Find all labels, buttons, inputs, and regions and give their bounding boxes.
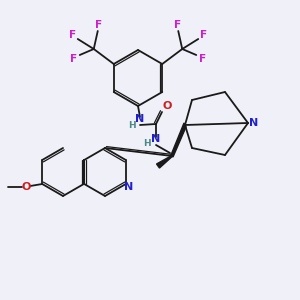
Text: H: H bbox=[143, 140, 151, 148]
Polygon shape bbox=[157, 156, 172, 168]
Text: O: O bbox=[162, 101, 172, 111]
Text: F: F bbox=[174, 20, 181, 30]
Text: N: N bbox=[124, 182, 134, 192]
Text: N: N bbox=[249, 118, 259, 128]
Text: H: H bbox=[128, 121, 136, 130]
Text: O: O bbox=[22, 182, 31, 192]
Text: F: F bbox=[200, 30, 207, 40]
Text: F: F bbox=[70, 54, 77, 64]
Text: F: F bbox=[199, 54, 206, 64]
Text: F: F bbox=[69, 30, 76, 40]
Polygon shape bbox=[171, 123, 186, 157]
Text: N: N bbox=[152, 134, 160, 144]
Text: N: N bbox=[135, 114, 145, 124]
Text: F: F bbox=[95, 20, 102, 30]
